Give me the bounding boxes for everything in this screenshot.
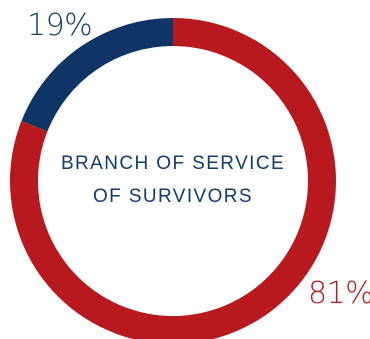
donut-slices: [10, 18, 336, 339]
chart-title-line-1: BRANCH OF SERVICE: [61, 153, 285, 174]
chart-title-line-2: OF SURVIVORS: [93, 186, 253, 207]
donut-slice-19: [21, 18, 174, 132]
slice-label-81: 81%: [308, 276, 370, 311]
slice-label-19: 19%: [27, 8, 92, 43]
